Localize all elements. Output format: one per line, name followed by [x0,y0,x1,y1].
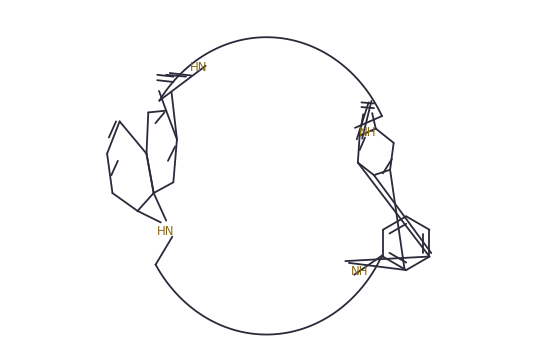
Text: NH: NH [359,126,376,139]
Text: HN: HN [190,61,207,74]
Text: HN: HN [157,225,175,238]
Text: NH: NH [351,265,368,278]
